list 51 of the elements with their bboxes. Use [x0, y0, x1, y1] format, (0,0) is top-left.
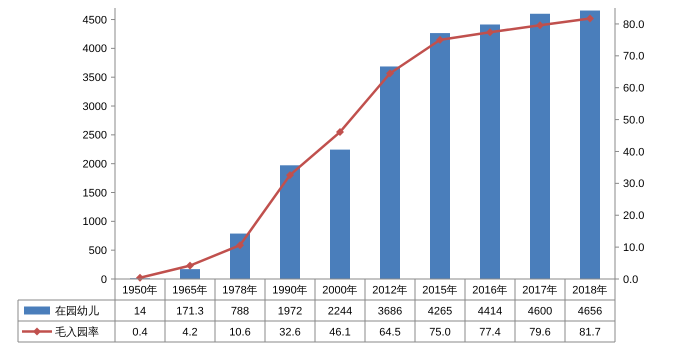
y2-tick-label: 10.0: [623, 242, 644, 254]
x-tick-label: 2016年: [472, 284, 508, 296]
x-tick-label: 1990年: [272, 284, 308, 296]
y-tick-label: 4500: [82, 14, 107, 26]
data-label: 4265: [428, 305, 452, 318]
y-tick-label: 500: [88, 245, 107, 258]
legend-label: 在园幼儿: [55, 304, 99, 318]
data-label: 4600: [528, 305, 552, 318]
y-tick-label: 1500: [82, 187, 107, 200]
data-label: 10.6: [229, 326, 251, 338]
y2-tick-label: 0.0: [623, 274, 638, 286]
x-tick-label: 2015年: [422, 284, 458, 296]
y-tick-label: 0: [100, 274, 107, 286]
data-label: 64.5: [379, 326, 401, 338]
y-tick-label: 2500: [82, 130, 107, 142]
data-label: 1972: [278, 305, 302, 318]
x-tick-label: 2012年: [372, 284, 408, 296]
data-label: 46.1: [329, 326, 351, 338]
y-tick-label: 3500: [82, 72, 107, 84]
y2-tick-label: 50.0: [623, 114, 644, 126]
x-tick-label: 1965年: [172, 284, 208, 296]
y-tick-label: 4000: [82, 43, 107, 56]
data-label: 788: [230, 305, 250, 318]
x-tick-label: 2017年: [522, 284, 558, 296]
x-tick-label: 1950年: [122, 284, 158, 296]
x-tick-label: 2000年: [322, 284, 358, 296]
data-label: 14: [134, 305, 146, 318]
x-tick-label: 2018年: [572, 284, 608, 296]
y-tick-label: 2000: [82, 158, 107, 171]
y2-tick-label: 60.0: [623, 82, 644, 95]
data-label: 4656: [578, 305, 602, 318]
y2-tick-label: 20.0: [623, 210, 644, 222]
data-label: 0.4: [132, 326, 148, 338]
data-label: 32.6: [279, 326, 301, 338]
data-label: 75.0: [429, 326, 451, 338]
data-label: 4414: [478, 305, 502, 318]
y2-tick-label: 40.0: [623, 146, 644, 158]
data-label: 171.3: [176, 305, 204, 318]
x-tick-label: 1978年: [222, 284, 258, 296]
data-label: 81.7: [579, 326, 601, 338]
legend-label: 毛入园率: [55, 325, 99, 338]
y-tick-label: 3000: [82, 100, 107, 113]
data-label: 3686: [378, 305, 402, 318]
data-label: 79.6: [529, 326, 551, 338]
y2-tick-label: 80.0: [623, 18, 644, 31]
data-label: 4.2: [182, 326, 198, 338]
y2-tick-label: 70.0: [623, 50, 644, 63]
y-tick-label: 1000: [82, 216, 107, 228]
data-label: 2244: [328, 305, 352, 318]
data-label: 77.4: [479, 326, 501, 338]
y2-tick-label: 30.0: [623, 178, 644, 190]
